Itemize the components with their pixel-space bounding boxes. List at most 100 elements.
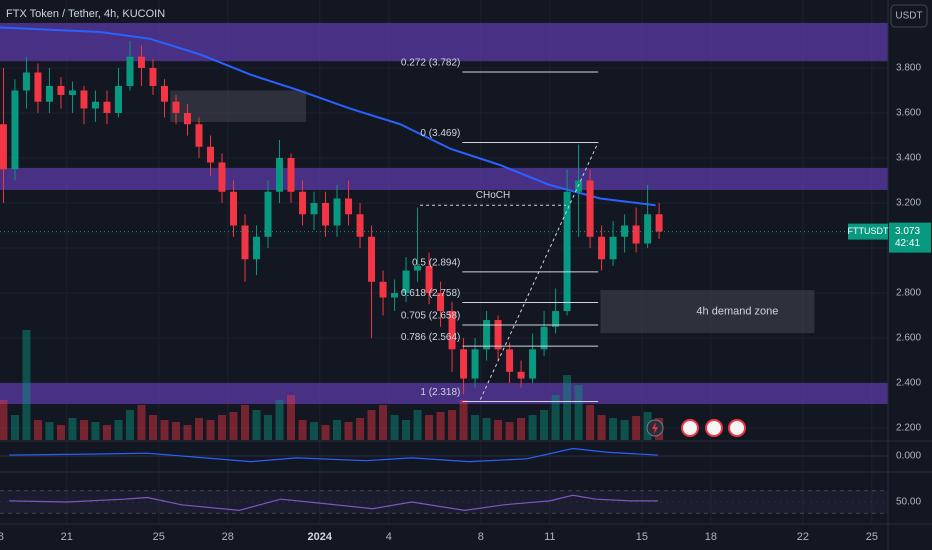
countdown: 42:41: [895, 238, 920, 249]
candle-body: [563, 191, 571, 312]
volume-bar: [68, 418, 77, 440]
x-tick-label: 18: [705, 531, 717, 543]
y-tick-label: 3.400: [896, 153, 921, 164]
volume-bar: [56, 425, 65, 440]
volume-bar: [194, 418, 203, 440]
candle-body: [241, 225, 249, 260]
volume-bar: [148, 415, 157, 440]
x-tick-label: 2024: [308, 531, 333, 543]
volume-bar: [137, 405, 146, 440]
x-tick-label: 18: [0, 531, 4, 543]
volume-bar: [252, 410, 261, 440]
volume-bar: [321, 425, 330, 440]
candle-body: [506, 349, 514, 372]
candle-body: [160, 85, 168, 102]
candle-body: [414, 266, 422, 271]
volume-bar: [540, 410, 549, 440]
volume-bar: [0, 400, 8, 440]
candle-body: [22, 72, 30, 91]
volume-bar: [125, 410, 134, 440]
volume-bar: [114, 420, 123, 440]
candle-body: [333, 198, 341, 226]
event-flag[interactable]: [728, 419, 746, 437]
volume-bar: [448, 410, 457, 440]
volume-bar: [45, 422, 54, 440]
volume-bar: [517, 418, 526, 440]
fib-trend: [479, 142, 599, 400]
x-tick-label: 25: [866, 531, 878, 543]
volume-bar: [528, 415, 537, 440]
choch-label: CHoCH: [476, 190, 510, 201]
fib-label: 1 (2.318): [420, 387, 460, 398]
volume-bar: [413, 410, 422, 440]
box: [600, 290, 815, 334]
x-tick-label: 8: [478, 531, 484, 543]
volume-bar: [298, 420, 307, 440]
candle-body: [598, 236, 606, 260]
x-tick-label: 25: [153, 531, 165, 543]
macd-line: [9, 447, 658, 463]
x-tick-label: 28: [222, 531, 234, 543]
zone: [0, 167, 888, 190]
candle-body: [517, 371, 525, 379]
candle-body: [310, 203, 318, 215]
symbol-label: FTTUSDT: [848, 226, 889, 236]
candle-body: [137, 56, 145, 68]
volume-bar: [367, 410, 376, 440]
candle-body: [68, 90, 76, 95]
candle-body: [276, 157, 284, 192]
y-tick-label: 2.800: [896, 288, 921, 299]
volume-bar: [436, 412, 445, 440]
volume-bar: [574, 385, 583, 440]
candle-body: [230, 191, 238, 226]
volume-bar: [91, 422, 100, 440]
candle-body: [425, 266, 433, 294]
candle-body: [103, 101, 111, 113]
y-tick-label: 0.000: [896, 451, 921, 462]
volume-bar: [22, 330, 31, 440]
candle-body: [80, 90, 88, 109]
y-tick-label: 3.800: [896, 63, 921, 74]
fib-label: 0.786 (2.564): [401, 332, 461, 343]
chart-title: FTX Token / Tether, 4h, KUCOIN: [6, 8, 165, 20]
candle-body: [655, 214, 663, 232]
volume-bar: [183, 425, 192, 440]
zone: [0, 22, 888, 62]
volume-bar: [402, 420, 411, 440]
volume-bar: [287, 395, 296, 440]
x-tick-label: 15: [636, 531, 648, 543]
volume-bar: [10, 415, 19, 440]
currency[interactable]: USDT: [895, 11, 922, 22]
y-tick-label: 2.600: [896, 333, 921, 344]
candle-body: [45, 85, 53, 102]
y-tick-label: 2.400: [896, 378, 921, 389]
price-axis: [888, 0, 932, 550]
price-label: 3.073: [895, 226, 920, 237]
plot-area: 4h demand zone 0.272 (3.782) 0 (3.469) 0.5 …: [0, 0, 888, 524]
volume-bar: [160, 420, 169, 440]
volume-bar: [390, 415, 399, 440]
candle-body: [57, 85, 65, 95]
volume-bar: [505, 422, 514, 440]
y-tick-label: 2.200: [896, 423, 921, 434]
x-tick-label: 4: [386, 531, 392, 543]
volume-bar: [33, 420, 42, 440]
volume-bar: [563, 375, 572, 440]
candle-body: [379, 281, 387, 298]
volume-bar: [597, 415, 606, 440]
volume-bar: [632, 416, 641, 440]
volume-bar: [275, 400, 284, 440]
volume-bar: [79, 420, 88, 440]
x-tick-label: 22: [797, 531, 809, 543]
fib-label: 0.618 (2.758): [401, 288, 461, 299]
candle-body: [368, 236, 376, 282]
candle-body: [287, 157, 295, 192]
candle-body: [149, 67, 157, 86]
currency-button[interactable]: [890, 4, 928, 28]
event-flag[interactable]: [681, 419, 699, 437]
volume-bar: [241, 405, 250, 440]
event-flag[interactable]: [705, 419, 723, 437]
candle-body: [34, 72, 42, 102]
